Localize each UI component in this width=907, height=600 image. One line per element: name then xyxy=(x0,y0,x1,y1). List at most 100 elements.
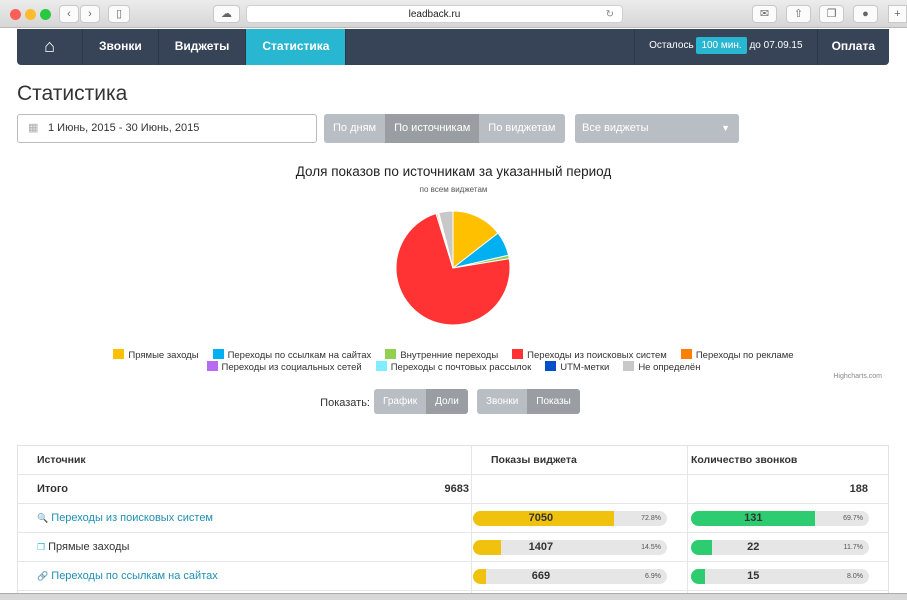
pie-slice[interactable] xyxy=(435,212,454,269)
widget-select[interactable]: Все виджеты ▼ xyxy=(575,114,739,143)
new-tab-icon[interactable]: + xyxy=(888,5,907,23)
calls-value: 15 xyxy=(747,570,760,582)
forward-icon[interactable]: › xyxy=(80,5,100,23)
show-label: Показать: xyxy=(320,397,370,409)
legend-swatch xyxy=(545,361,557,371)
column-divider xyxy=(687,446,688,599)
legend-label: UTM-метки xyxy=(560,362,610,373)
calls-pct: 8.0% xyxy=(847,573,863,580)
shows-value: 7050 xyxy=(528,512,554,524)
total-calls: 188 xyxy=(849,483,868,495)
legend-swatch xyxy=(206,361,218,371)
share-icon[interactable]: ⇧ xyxy=(786,5,811,23)
chart-title: Доля показов по источникам за указанный … xyxy=(295,164,612,179)
legend-swatch xyxy=(375,361,387,371)
calls-pct: 69.7% xyxy=(843,515,863,522)
nav-calls[interactable]: Звонки xyxy=(83,29,159,65)
legend-item[interactable]: Переходы по рекламе xyxy=(680,349,794,361)
source-link[interactable]: 🔍 Переходы из поисковых систем xyxy=(37,504,213,533)
source-name: Переходы из поисковых систем xyxy=(51,512,213,524)
calendar-icon: ▦ xyxy=(28,122,39,134)
shows-pct: 14.5% xyxy=(641,544,661,551)
header-calls: Количество звонков xyxy=(691,454,798,466)
reload-icon[interactable]: ↻ xyxy=(605,9,614,20)
nav-statistics[interactable]: Статистика xyxy=(246,29,347,65)
total-label: Итого xyxy=(37,483,69,495)
nav-widgets[interactable]: Виджеты xyxy=(159,29,247,65)
pie-slice[interactable] xyxy=(437,212,454,269)
table-row: 🔗 Переходы по ссылкам на сайтах 669 6.9% … xyxy=(18,562,888,591)
table-row: 🔍 Переходы из поисковых систем 7050 72.8%… xyxy=(18,504,888,533)
legend-item[interactable]: UTM-метки xyxy=(545,361,609,373)
legend-item[interactable]: Переходы из поисковых систем xyxy=(512,349,667,361)
home-icon[interactable]: ⌂ xyxy=(17,29,83,65)
source-name: Прямые заходы xyxy=(48,541,130,553)
calls-pct: 11.7% xyxy=(843,544,863,551)
download-icon[interactable]: ● xyxy=(853,5,878,23)
zoom-window-button[interactable] xyxy=(40,9,51,20)
source-link[interactable]: 🔗 Переходы по ссылкам на сайтах xyxy=(37,562,218,591)
cloud-icon[interactable]: ☁ xyxy=(213,5,240,23)
pie-slice[interactable] xyxy=(452,232,510,269)
pay-link[interactable]: Оплата xyxy=(831,39,875,53)
legend-swatch xyxy=(680,349,692,359)
shows-bar: 669 6.9% xyxy=(473,569,667,584)
pie-slice[interactable] xyxy=(438,210,454,269)
legend-label: Переходы из поисковых систем xyxy=(527,350,667,361)
address-bar[interactable]: leadback.ru ↻ xyxy=(246,5,623,23)
calls-value: 22 xyxy=(747,541,760,553)
calls-bar: 131 69.7% xyxy=(691,511,869,526)
sidebar-icon[interactable]: ▯ xyxy=(108,5,130,23)
pie-slice[interactable] xyxy=(437,212,454,269)
until-date: до 07.09.15 xyxy=(749,40,803,51)
legend-item[interactable]: Переходы с почтовых рассылок xyxy=(375,361,531,373)
shows-bar: 7050 72.8% xyxy=(473,511,667,526)
view-toggle: График Доли xyxy=(374,389,468,414)
direct-icon: ❐ xyxy=(37,542,46,552)
legend-swatch xyxy=(385,349,397,359)
legend-row: Переходы из социальных сетей Переходы с п… xyxy=(0,361,907,373)
legend-label: Переходы по ссылкам на сайтах xyxy=(227,350,372,361)
back-icon[interactable]: ‹ xyxy=(59,5,79,23)
tabs-icon[interactable]: ❐ xyxy=(819,5,844,23)
chart-legend: Прямые заходы Переходы по ссылкам на сайт… xyxy=(0,349,907,373)
total-row: Итого 9683 188 xyxy=(18,475,888,504)
legend-item[interactable]: Прямые заходы xyxy=(113,349,199,361)
window-bottom xyxy=(0,593,907,600)
legend-item[interactable]: Переходы из социальных сетей xyxy=(206,361,362,373)
view-shares-button[interactable]: Доли xyxy=(426,389,468,414)
pie-slice[interactable] xyxy=(452,210,499,270)
tab-by-sources[interactable]: По источникам xyxy=(385,114,480,143)
highcharts-credit[interactable]: Highcharts.com xyxy=(833,373,882,380)
tab-by-days[interactable]: По дням xyxy=(324,114,386,143)
legend-item[interactable]: Не определён xyxy=(623,361,700,373)
legend-label: Прямые заходы xyxy=(128,350,199,361)
mail-icon[interactable]: ✉ xyxy=(752,5,777,23)
legend-swatch xyxy=(212,349,224,359)
sources-table: Источник Показы виджета Количество звонк… xyxy=(17,445,889,600)
header-shows: Показы виджета xyxy=(491,454,577,466)
view-chart-button[interactable]: График xyxy=(374,389,427,414)
pie-slice[interactable] xyxy=(452,254,510,269)
legend-label: Внутренние переходы xyxy=(400,350,499,361)
remaining-badge: 100 мин. xyxy=(696,37,747,54)
metric-shows-button[interactable]: Показы xyxy=(527,389,580,414)
table-row: ❐ Прямые заходы 1407 14.5% 22 11.7% xyxy=(18,533,888,562)
legend-swatch xyxy=(512,349,524,359)
column-divider xyxy=(471,446,472,599)
tab-by-widgets[interactable]: По виджетам xyxy=(479,114,565,143)
pie-slice[interactable] xyxy=(436,212,454,269)
source-name: Переходы по ссылкам на сайтах xyxy=(51,570,218,582)
metric-calls-button[interactable]: Звонки xyxy=(477,389,528,414)
legend-item[interactable]: Переходы по ссылкам на сайтах xyxy=(212,349,372,361)
legend-row: Прямые заходы Переходы по ссылкам на сайт… xyxy=(0,349,907,361)
close-window-button[interactable] xyxy=(10,9,21,20)
legend-label: Переходы по рекламе xyxy=(695,350,794,361)
minimize-window-button[interactable] xyxy=(25,9,36,20)
group-tabs: По дням По источникам По виджетам xyxy=(324,114,565,143)
date-range-input[interactable]: ▦ 1 Июнь, 2015 - 30 Июнь, 2015 xyxy=(17,114,317,143)
legend-item[interactable]: Внутренние переходы xyxy=(385,349,498,361)
pie-slice[interactable] xyxy=(395,212,511,326)
legend-label: Не определён xyxy=(638,362,701,373)
url-text: leadback.ru xyxy=(408,9,461,20)
